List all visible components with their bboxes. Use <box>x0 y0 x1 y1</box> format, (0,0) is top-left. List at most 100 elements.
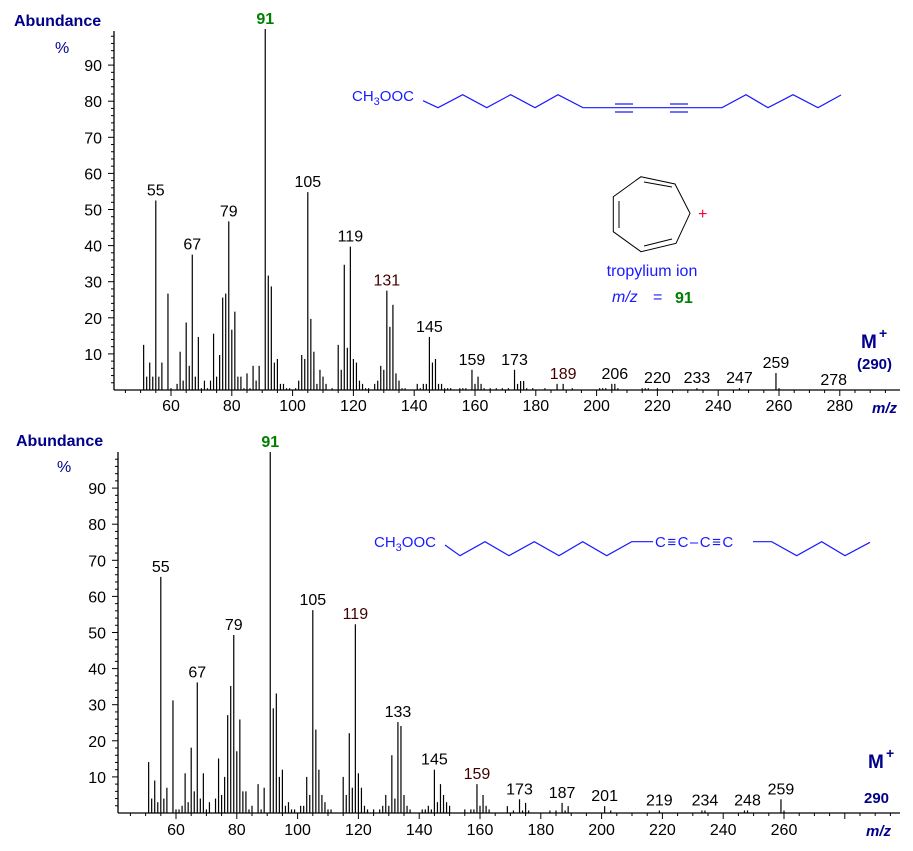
tropylium-name: tropylium ion <box>607 263 698 280</box>
top-y-tick-label: 10 <box>84 347 102 364</box>
top-m-label: M <box>861 332 877 353</box>
spectra-plots: 10 20 30 40 50 60 70 80 90 60 80 100 120 140 160 180 200… <box>84 11 900 839</box>
bottom-peak-label: 219 <box>646 792 673 809</box>
bottom-peak-label: 55 <box>152 559 170 576</box>
bottom-peak-label: 91 <box>261 434 279 451</box>
top-x-tick-label: 180 <box>522 398 549 415</box>
bottom-y-tick-label: 90 <box>88 481 106 498</box>
tropylium-ring-icon <box>612 176 691 253</box>
bottom-peak-label: 248 <box>734 792 761 809</box>
bottom-structure-chain-left <box>444 541 653 557</box>
bottom-x-tick-label: 180 <box>527 822 554 839</box>
tropylium-equals: = <box>653 289 662 306</box>
top-y-tick-label: 30 <box>84 275 102 292</box>
bottom-structure-chain-right <box>753 541 871 557</box>
top-structure-triple-bonds <box>615 103 688 113</box>
bottom-x-tick-label: 60 <box>167 822 185 839</box>
bottom-peak-label: 79 <box>225 617 243 634</box>
top-x-axis-title: m/z <box>872 400 898 417</box>
top-y-tick-label: 40 <box>84 239 102 256</box>
bottom-y-tick-label: 60 <box>88 589 106 606</box>
top-peak-label: 278 <box>820 372 847 389</box>
bottom-peak-label: 201 <box>591 788 618 805</box>
top-y-axis-unit: % <box>55 40 69 57</box>
bottom-peak-label: 159 <box>464 766 491 783</box>
top-m-charge: + <box>879 325 887 341</box>
bottom-y-tick-label: 20 <box>88 734 106 751</box>
top-peak-label: 206 <box>601 366 628 383</box>
top-x-tick-label: 200 <box>583 398 610 415</box>
top-y-tick-label: 20 <box>84 311 102 328</box>
bottom-structure-ester-group: CH3OOC <box>374 534 436 554</box>
bottom-x-tick-label: 240 <box>710 822 737 839</box>
top-peak-label: 67 <box>183 237 201 254</box>
bottom-peak-label: 187 <box>549 785 576 802</box>
bottom-structure: CH3OOC C≡C–C≡C <box>374 534 871 557</box>
tropylium-mz-value: 91 <box>675 290 693 307</box>
top-peak-label: 55 <box>147 182 165 199</box>
bottom-y-tick-label: 30 <box>88 698 106 715</box>
bottom-y-tick-label: 80 <box>88 517 106 534</box>
bottom-molecular-ion-label: M + 290 <box>864 745 894 807</box>
top-peak-label: 233 <box>684 370 711 387</box>
top-peak-label: 119 <box>338 229 364 246</box>
top-peak-label: 220 <box>644 370 671 387</box>
top-y-tick-label: 50 <box>84 203 102 220</box>
bottom-peak-label: 234 <box>692 792 719 809</box>
bottom-x-axis-title: m/z <box>866 823 892 840</box>
top-x-tick-label: 60 <box>162 398 180 415</box>
top-m-value: (290) <box>857 356 892 373</box>
top-x-tick-label: 220 <box>644 398 671 415</box>
bottom-y-axis-title: Abundance <box>16 433 103 450</box>
bottom-y-tick-label: 50 <box>88 626 106 643</box>
top-peak-label: 145 <box>416 319 443 336</box>
top-peak-label: 91 <box>256 11 274 28</box>
top-peak-label: 173 <box>501 352 528 369</box>
top-x-tick-label: 120 <box>340 398 367 415</box>
tropylium-inset: + tropylium ion m/z = 91 <box>607 176 707 307</box>
tropylium-double-bonds <box>618 181 673 247</box>
bottom-peak-label: 259 <box>768 781 795 798</box>
top-x-tick-label: 140 <box>401 398 428 415</box>
top-y-tick-label: 80 <box>84 94 102 111</box>
top-y-axis-title: Abundance <box>14 13 101 30</box>
bottom-m-value: 290 <box>864 790 889 807</box>
top-x-tick-label: 280 <box>826 398 853 415</box>
bottom-peak-label: 173 <box>506 781 533 798</box>
top-x-tick-label: 100 <box>279 398 306 415</box>
bottom-x-tick-label: 220 <box>649 822 676 839</box>
top-structure-chain <box>422 94 842 109</box>
tropylium-mz-label: m/z <box>612 289 638 306</box>
top-x-tick-label: 80 <box>223 398 241 415</box>
bottom-spectrum: 10 20 30 40 50 60 70 80 90 60 80 100 120 140 160 180 200… <box>88 434 900 839</box>
bottom-x-tick-label: 80 <box>228 822 246 839</box>
bottom-m-label: M <box>868 752 884 773</box>
bottom-peak-label: 119 <box>343 606 369 623</box>
top-x-tick-label: 240 <box>705 398 732 415</box>
bottom-y-tick-label: 40 <box>88 662 106 679</box>
top-y-tick-label: 90 <box>84 58 102 75</box>
top-x-tick-label: 160 <box>462 398 489 415</box>
top-structure: CH3OOC <box>352 88 842 113</box>
tropylium-charge: + <box>698 206 707 223</box>
bottom-x-tick-label: 260 <box>771 822 798 839</box>
top-y-tick-label: 70 <box>84 130 102 147</box>
top-x-tick-label: 260 <box>766 398 793 415</box>
bottom-peak-label: 145 <box>421 752 448 769</box>
bottom-x-tick-label: 100 <box>284 822 311 839</box>
bottom-x-tick-label: 140 <box>406 822 433 839</box>
top-peak-label: 79 <box>220 203 238 220</box>
bottom-y-tick-label: 10 <box>88 770 106 787</box>
top-y-tick-label: 60 <box>84 166 102 183</box>
bottom-peak-label: 67 <box>188 664 206 681</box>
bottom-x-tick-label: 160 <box>467 822 494 839</box>
top-peak-label: 159 <box>459 352 486 369</box>
bottom-peak-label: 105 <box>299 592 326 609</box>
bottom-x-tick-label: 200 <box>588 822 615 839</box>
top-peak-label: 189 <box>550 366 577 383</box>
bottom-m-charge: + <box>886 745 894 761</box>
top-spectrum: 10 20 30 40 50 60 70 80 90 60 80 100 120 140 160 180 200… <box>84 11 900 415</box>
bottom-structure-diyne: C≡C–C≡C <box>655 534 735 551</box>
top-molecular-ion-label: M + (290) <box>857 325 892 373</box>
